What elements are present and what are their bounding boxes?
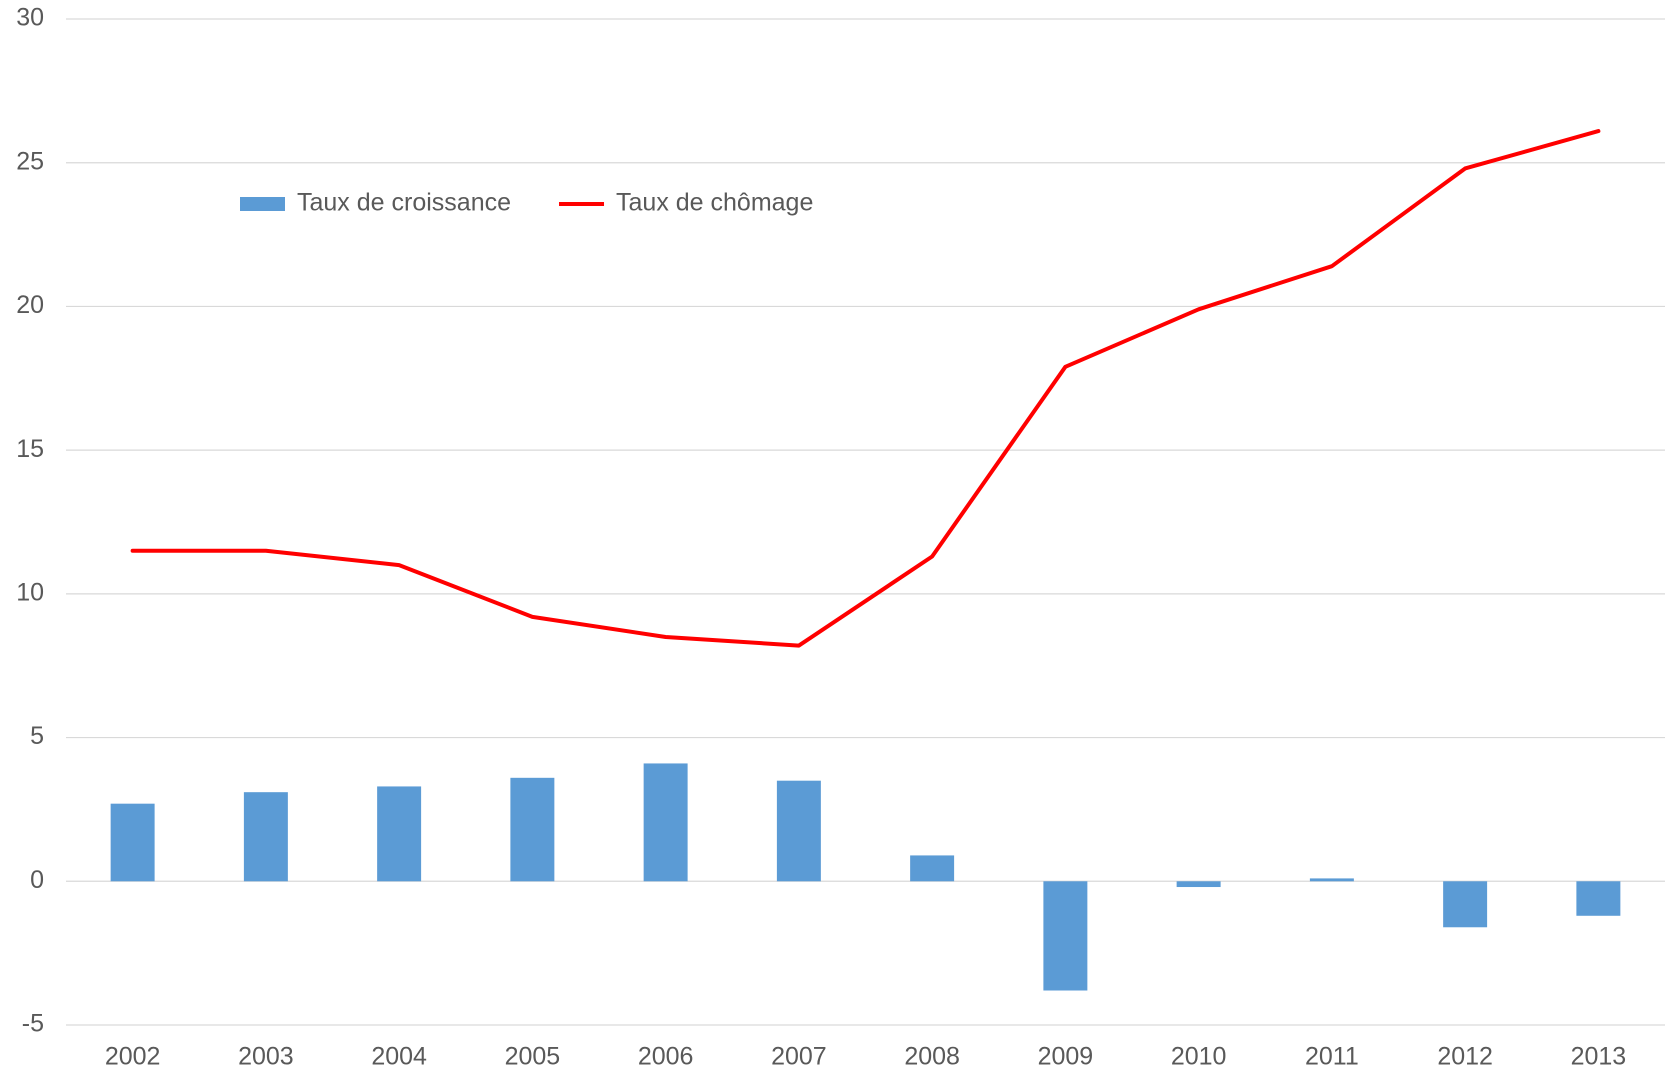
y-tick-label: 30	[16, 4, 44, 32]
bar	[1309, 878, 1354, 882]
legend-label: Taux de chômage	[616, 189, 813, 217]
x-tick-label: 2008	[904, 1043, 960, 1071]
x-tick-label: 2011	[1305, 1043, 1359, 1071]
bar	[1043, 881, 1088, 991]
bar	[1443, 881, 1488, 928]
bar	[1176, 881, 1221, 888]
y-tick-label: 0	[30, 866, 44, 894]
bar	[243, 792, 288, 882]
x-tick-label: 2003	[238, 1043, 294, 1071]
y-tick-label: 20	[16, 291, 44, 319]
bar	[377, 786, 422, 882]
bar	[1576, 881, 1621, 916]
x-tick-label: 2002	[105, 1043, 161, 1071]
bar	[510, 777, 555, 882]
x-tick-label: 2013	[1571, 1043, 1627, 1071]
y-tick-label: -5	[22, 1010, 44, 1038]
x-tick-label: 2005	[505, 1043, 561, 1071]
legend-label: Taux de croissance	[297, 189, 511, 217]
bar	[110, 803, 155, 882]
bar	[910, 855, 955, 882]
x-tick-label: 2009	[1038, 1043, 1094, 1071]
y-tick-label: 15	[16, 435, 44, 463]
x-tick-label: 2012	[1437, 1043, 1493, 1071]
x-tick-label: 2006	[638, 1043, 694, 1071]
bar	[643, 763, 688, 882]
y-tick-label: 5	[30, 722, 44, 750]
x-tick-label: 2007	[771, 1043, 827, 1071]
bar	[776, 780, 821, 882]
x-tick-label: 2010	[1171, 1043, 1227, 1071]
y-tick-label: 25	[16, 147, 44, 175]
y-tick-label: 10	[16, 578, 44, 606]
legend-swatch	[240, 197, 285, 211]
line	[130, 129, 1601, 648]
x-tick-label: 2004	[371, 1043, 427, 1071]
